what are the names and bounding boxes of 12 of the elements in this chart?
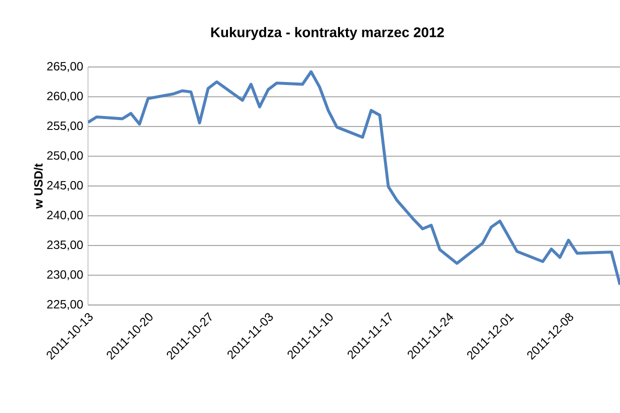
y-tick-label: 250,00: [47, 151, 83, 162]
y-tick-label: 245,00: [47, 181, 83, 191]
y-axis-title: w USD/t: [34, 163, 43, 209]
y-tick-label: 235,00: [47, 240, 83, 250]
y-tick-label: 265,00: [47, 62, 83, 72]
chart-title: Kukurydza - kontrakty marzec 2012: [211, 26, 444, 40]
y-tick-label: 230,00: [47, 270, 83, 280]
y-tick-label: 225,00: [47, 300, 83, 310]
y-tick-label: 260,00: [47, 92, 83, 102]
y-tick-label: 240,00: [47, 210, 83, 221]
line-series: [88, 70, 620, 286]
y-tick-label: 255,00: [47, 122, 83, 132]
